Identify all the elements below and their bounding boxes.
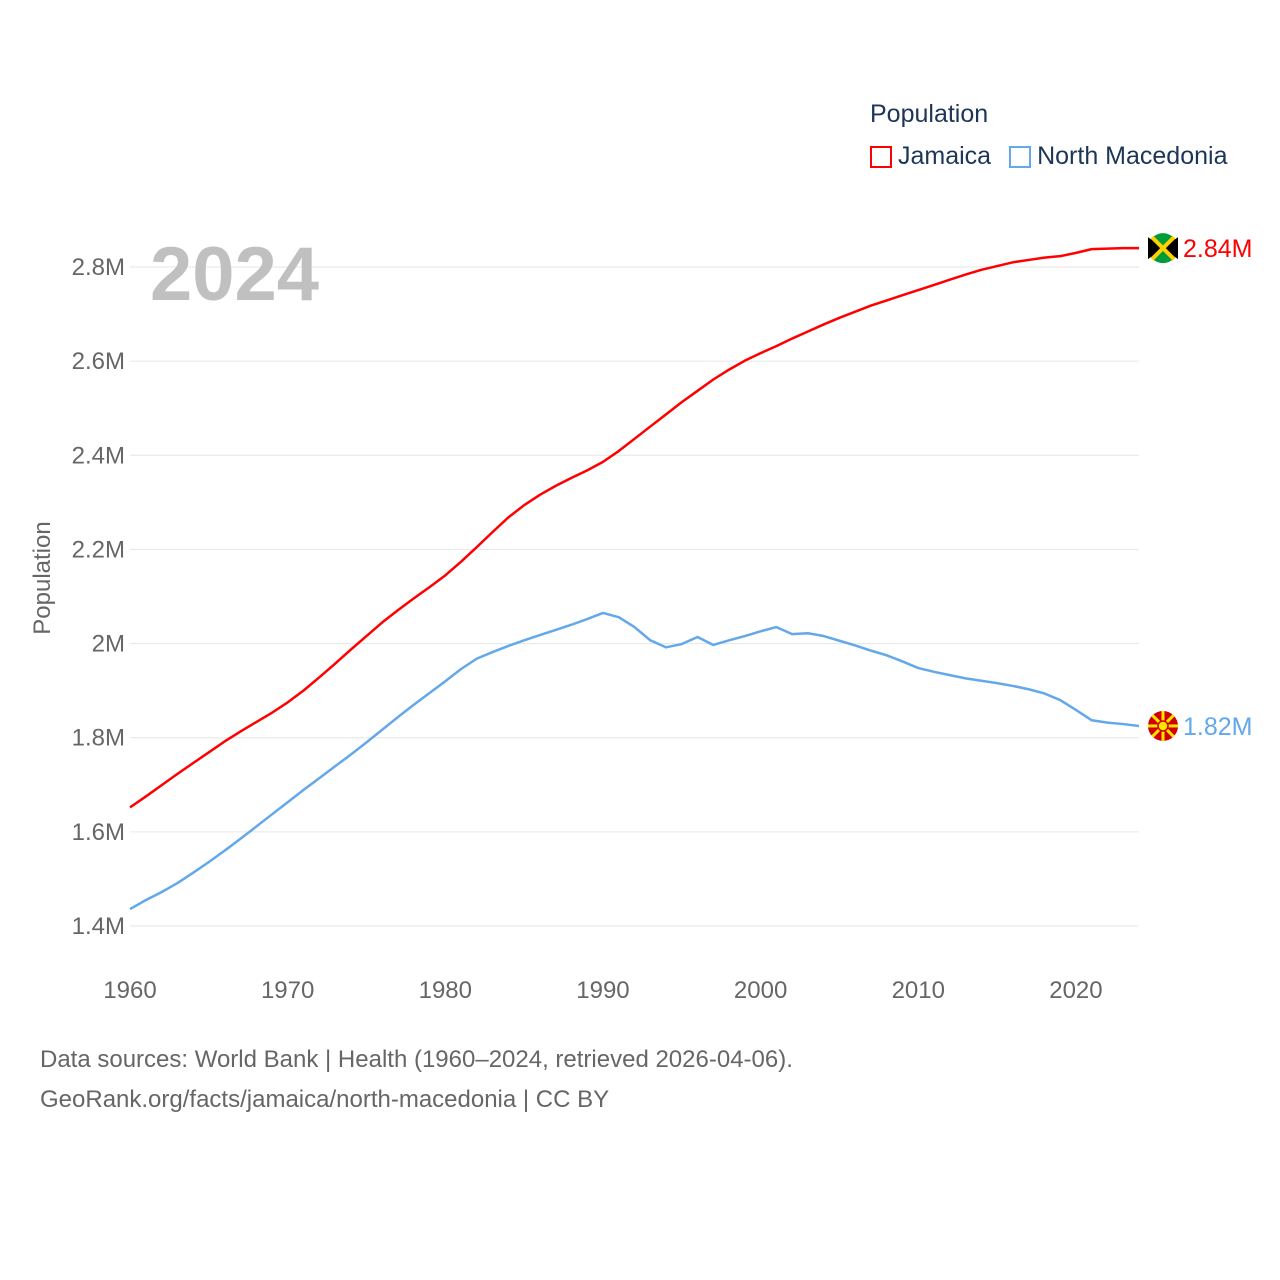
legend-title: Population — [870, 100, 989, 128]
year-label: 2024 — [150, 232, 319, 317]
x-tick-label: 2010 — [892, 977, 945, 1004]
x-tick-label: 1970 — [261, 977, 314, 1004]
y-tick-label: 1.4M — [72, 913, 125, 940]
x-tick-label: 2020 — [1049, 977, 1102, 1004]
series-line-north-macedonia[interactable] — [129, 611, 1140, 911]
x-tick-label: 2000 — [734, 977, 787, 1004]
legend-swatch-jamaica — [870, 145, 892, 168]
y-tick-label: 2.6M — [72, 348, 125, 375]
y-tick-label: 1.6M — [72, 819, 125, 846]
x-tick-label: 1960 — [103, 977, 156, 1004]
y-tick-label: 2.8M — [72, 254, 125, 281]
source-link[interactable]: GeoRank.org/facts/jamaica/north-macedoni… — [40, 1086, 610, 1113]
y-axis-label: Population — [29, 521, 56, 634]
end-value-label: 1.82M — [1183, 713, 1252, 741]
legend: Jamaica North Macedonia — [870, 142, 1227, 171]
legend-label: Jamaica — [898, 142, 992, 170]
north-macedonia-flag-icon — [1148, 710, 1178, 741]
y-tick-label: 1.8M — [72, 725, 125, 752]
series-line-jamaica[interactable] — [129, 246, 1139, 809]
legend-item-north-macedonia[interactable]: North Macedonia — [1009, 142, 1227, 171]
y-tick-label: 2.4M — [72, 442, 125, 469]
data-source-note: Data sources: World Bank | Health (1960–… — [40, 1046, 793, 1073]
legend-swatch-north-macedonia — [1009, 145, 1032, 168]
y-tick-label: 2M — [92, 631, 125, 658]
x-tick-label: 1990 — [576, 977, 629, 1004]
x-tick-label: 1980 — [419, 977, 472, 1004]
legend-item-jamaica[interactable]: Jamaica — [870, 142, 991, 171]
end-value-label: 2.84M — [1183, 235, 1252, 263]
legend-label: North Macedonia — [1037, 142, 1228, 170]
jamaica-flag-icon — [1148, 233, 1178, 264]
y-tick-label: 2.2M — [72, 536, 125, 563]
